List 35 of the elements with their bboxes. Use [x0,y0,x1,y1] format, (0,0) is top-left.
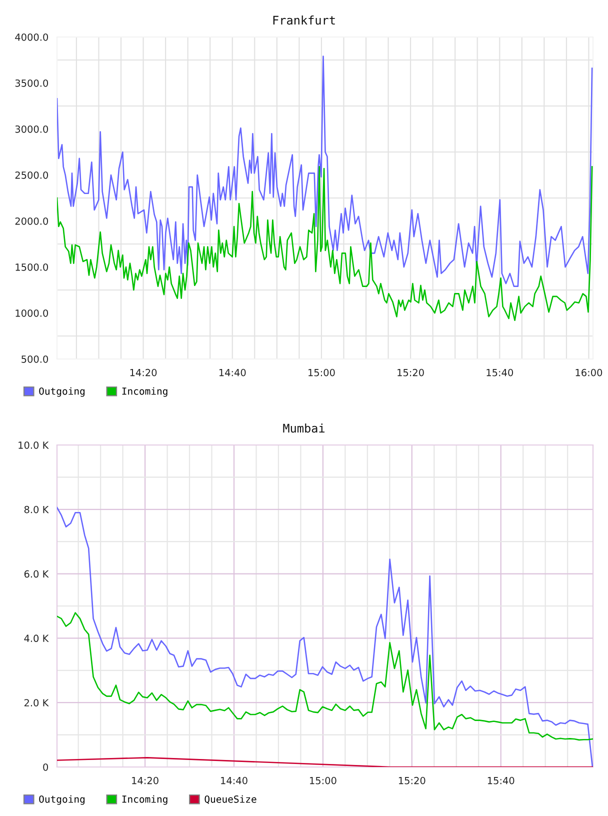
y-tick-label: 2000.0 [15,217,48,225]
line-series [57,166,593,322]
chart-title: Frankfurt [273,16,335,25]
x-tick-label: 14:20 [130,368,157,376]
legend-label: Incoming [122,387,168,397]
x-tick-label: 15:40 [486,368,514,376]
line-series [57,56,593,287]
legend-label: Outgoing [39,795,84,805]
x-tick-label: 14:20 [132,776,158,784]
x-tick-label: 15:40 [488,776,514,784]
x-tick-label: 15:00 [308,368,335,376]
y-tick-label: 1000.0 [16,309,48,317]
y-tick-label: 3500.0 [15,79,48,87]
y-tick-label: 6.0 K [24,570,49,578]
x-tick-label: 16:00 [576,368,602,376]
y-tick-label: 3000.0 [15,125,48,133]
chart-title: Mumbai [283,424,325,433]
y-tick-label: 0 [43,763,48,771]
legend-label: QueueSize [204,795,256,804]
x-tick-label: 15:00 [310,776,336,784]
x-tick-label: 15:20 [398,368,424,376]
x-tick-label: 14:40 [221,776,248,784]
x-tick-label: 14:40 [219,368,246,376]
x-tick-label: 15:20 [398,776,426,784]
legend-label: Outgoing [39,387,84,397]
y-tick-label: 8.0 K [24,506,49,514]
y-tick-label: 1500.0 [16,263,48,271]
y-tick-label: 2500.0 [15,171,48,179]
legend-label: Incoming [122,795,168,805]
y-tick-label: 10.0 K [18,441,49,449]
y-tick-label: 4.0 K [24,634,49,642]
y-tick-label: 500.0 [22,355,48,363]
y-tick-label: 4000.0 [15,33,48,41]
y-tick-label: 2.0 K [24,699,49,706]
line-series [57,612,593,741]
